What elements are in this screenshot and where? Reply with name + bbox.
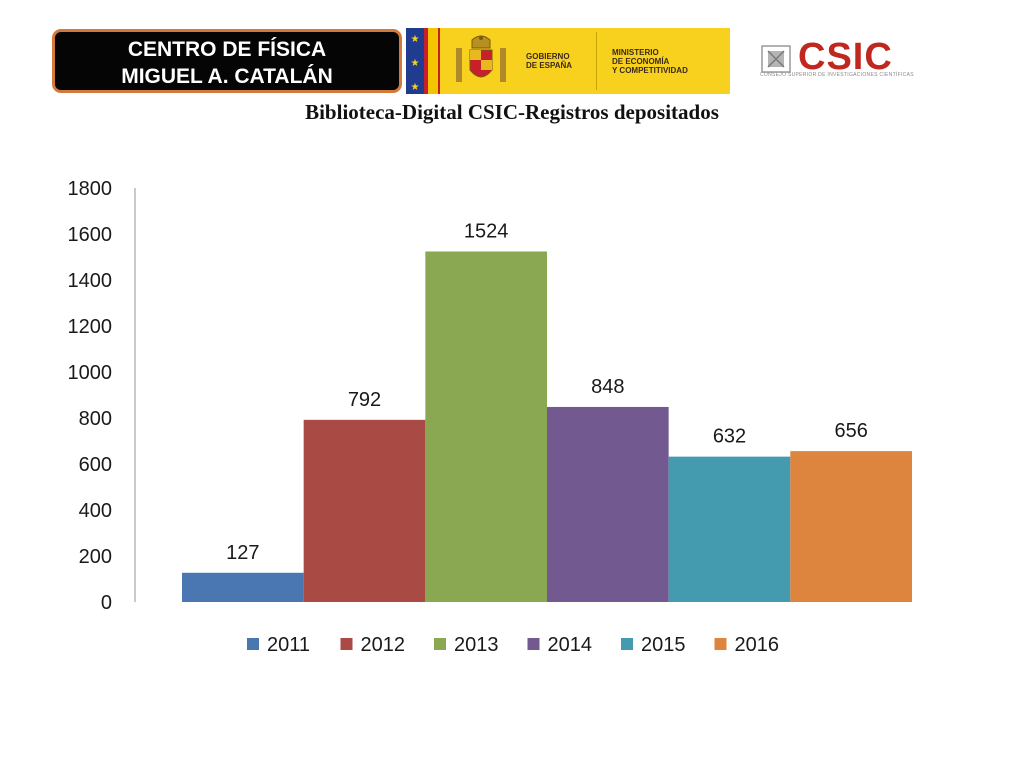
y-tick-label: 800 <box>79 408 112 430</box>
y-tick-label: 200 <box>79 546 112 568</box>
legend-label-2014: 2014 <box>548 634 593 656</box>
y-tick-label: 1200 <box>68 316 113 338</box>
data-label-2012: 792 <box>348 389 381 411</box>
bar-2014 <box>547 407 669 602</box>
legend-swatch-2012 <box>341 638 353 650</box>
legend-label-2011: 2011 <box>267 634 310 656</box>
bar-2013 <box>425 251 547 602</box>
legend-label-2013: 2013 <box>454 634 499 656</box>
legend-swatch-2016 <box>715 638 727 650</box>
legend-swatch-2013 <box>434 638 446 650</box>
data-label-2013: 1524 <box>464 220 509 242</box>
y-tick-label: 1400 <box>68 270 113 292</box>
data-label-2011: 127 <box>226 542 259 564</box>
data-label-2014: 848 <box>591 376 624 398</box>
bar-2015 <box>669 457 791 602</box>
y-axis-ticks: 0 200 400 600 800 1000 1200 1400 1600 1800 <box>68 178 113 614</box>
bar-2016 <box>790 451 912 602</box>
legend-swatch-2015 <box>621 638 633 650</box>
data-label-2016: 656 <box>834 420 867 442</box>
legend-swatch-2014 <box>528 638 540 650</box>
y-tick-label: 0 <box>101 592 112 614</box>
y-tick-label: 400 <box>79 500 112 522</box>
legend-label-2016: 2016 <box>735 634 780 656</box>
legend-swatch-2011 <box>247 638 259 650</box>
y-tick-label: 1800 <box>68 178 113 200</box>
bar-2011 <box>182 573 304 602</box>
bar-chart: 0 200 400 600 800 1000 1200 1400 1600 1800 127 792… <box>0 0 1024 768</box>
legend-label-2015: 2015 <box>641 634 686 656</box>
y-tick-label: 1000 <box>68 362 113 384</box>
y-tick-label: 600 <box>79 454 112 476</box>
chart-legend: 2011 2012 2013 2014 2015 2016 <box>247 634 779 656</box>
bar-2012 <box>304 420 426 602</box>
legend-label-2012: 2012 <box>361 634 406 656</box>
y-tick-label: 1600 <box>68 224 113 246</box>
data-label-2015: 632 <box>713 426 746 448</box>
bar-series <box>182 251 912 602</box>
